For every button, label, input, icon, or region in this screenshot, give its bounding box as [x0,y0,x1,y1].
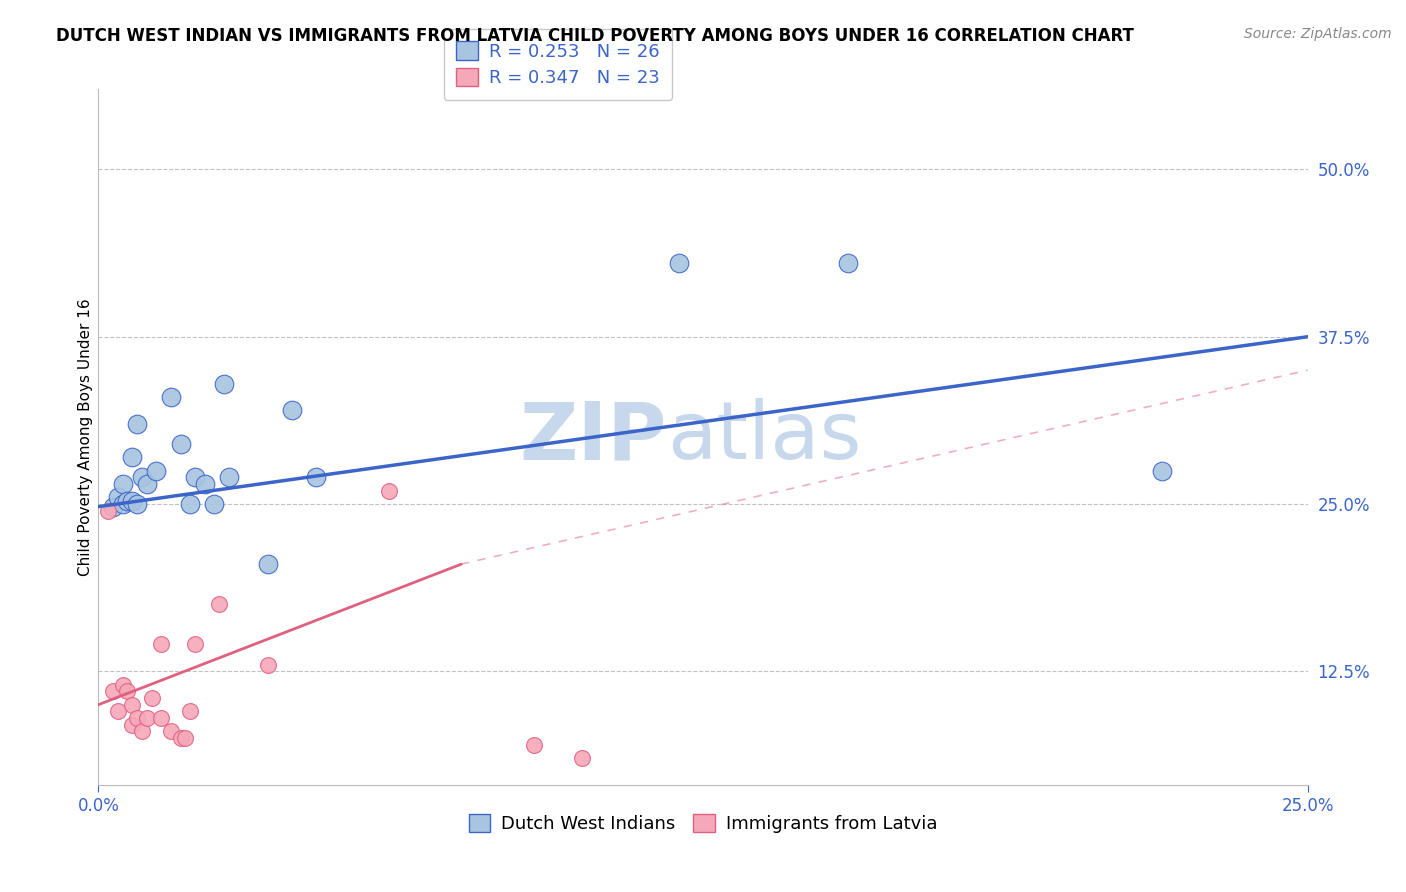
Point [111,476,134,491]
Point [281,403,304,417]
Point [184,470,207,484]
Point [169,437,191,451]
Text: atlas: atlas [666,398,860,476]
Point [305,470,328,484]
Point [117,684,139,698]
Point [121,698,143,712]
Point [179,705,201,719]
Point [1152,464,1174,478]
Point [145,464,167,478]
Legend: Dutch West Indians, Immigrants from Latvia: Dutch West Indians, Immigrants from Latv… [456,801,950,846]
Point [204,497,226,511]
Point [127,417,149,431]
Point [184,637,207,651]
Text: ZIP: ZIP [519,398,666,476]
Point [377,483,399,498]
Point [837,256,859,270]
Point [127,497,149,511]
Point [160,724,183,739]
Point [160,390,183,404]
Point [117,494,139,508]
Point [174,731,197,746]
Point [135,476,157,491]
Point [194,476,217,491]
Point [107,491,129,505]
Point [668,256,690,270]
Point [150,637,173,651]
Point [571,751,593,765]
Point [131,470,153,484]
Point [131,724,153,739]
Point [212,376,235,391]
Point [523,738,546,752]
Point [208,598,231,612]
Point [101,500,124,514]
Point [256,657,278,672]
Point [256,557,278,572]
Point [97,503,120,517]
Point [101,684,124,698]
Text: DUTCH WEST INDIAN VS IMMIGRANTS FROM LATVIA CHILD POVERTY AMONG BOYS UNDER 16 CO: DUTCH WEST INDIAN VS IMMIGRANTS FROM LAT… [56,27,1135,45]
Point [141,691,163,706]
Point [121,450,143,465]
Point [111,678,134,692]
Point [179,497,201,511]
Point [111,497,134,511]
Point [218,470,240,484]
Point [127,711,149,725]
Point [169,731,191,746]
Point [121,717,143,731]
Point [135,711,157,725]
Point [107,705,129,719]
Point [150,711,173,725]
Text: Source: ZipAtlas.com: Source: ZipAtlas.com [1244,27,1392,41]
Point [121,494,143,508]
Y-axis label: Child Poverty Among Boys Under 16: Child Poverty Among Boys Under 16 [77,298,93,576]
